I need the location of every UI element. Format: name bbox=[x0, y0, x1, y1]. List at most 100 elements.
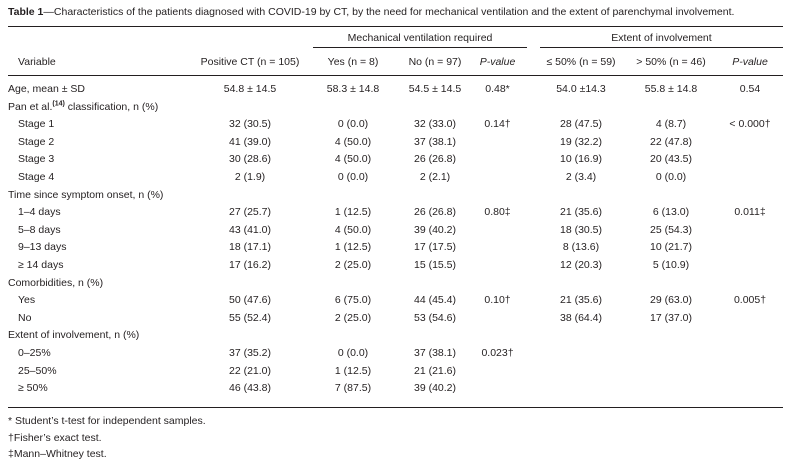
table-cell: 32 (30.5) bbox=[228, 118, 272, 131]
table-cell: 21 (35.6) bbox=[559, 206, 603, 219]
row-label-text: Stage 2 bbox=[18, 135, 55, 148]
table-cell: 4 (50.0) bbox=[334, 153, 372, 166]
row-label-text: Time since symptom onset, n (%) bbox=[8, 188, 164, 201]
table-cell: 46 (43.8) bbox=[228, 382, 272, 395]
table-cell: 4 (50.0) bbox=[334, 135, 372, 148]
table-cell: 54.5 ± 14.5 bbox=[408, 83, 462, 95]
table-cell: 22 (21.0) bbox=[228, 364, 272, 377]
table-cell: 0.54 bbox=[739, 83, 761, 95]
table-cell: 0 (0.0) bbox=[337, 118, 369, 131]
table-cell: 25 (54.3) bbox=[649, 223, 693, 236]
table-cell: 37 (38.1) bbox=[413, 135, 457, 148]
table-cell: 50 (47.6) bbox=[228, 294, 272, 307]
row-label-text: 25–50% bbox=[18, 364, 57, 377]
table-cell: 17 (17.5) bbox=[413, 241, 457, 254]
row-label: Time since symptom onset, n (%) bbox=[8, 189, 163, 201]
table-cell: 2 (3.4) bbox=[565, 171, 597, 183]
table-cell: 1 (12.5) bbox=[334, 206, 372, 219]
row-label-text: Stage 3 bbox=[18, 153, 55, 166]
table-cell: 54.8 ± 14.5 bbox=[223, 83, 277, 95]
table-cell: 21 (35.6) bbox=[559, 294, 603, 307]
table-cell: 37 (38.1) bbox=[413, 347, 457, 359]
column-header: ≤ 50% (n = 59) bbox=[546, 56, 616, 68]
table-cell: 44 (45.4) bbox=[413, 294, 457, 307]
group-header-mechanical-ventilation: Mechanical ventilation required bbox=[347, 32, 493, 44]
table-cell: 32 (33.0) bbox=[413, 118, 457, 131]
table-cell: 2 (2.1) bbox=[419, 171, 451, 183]
table-cell: 4 (8.7) bbox=[655, 118, 687, 131]
row-label-text: ≥ 50% bbox=[18, 382, 48, 395]
column-header: Variable bbox=[18, 56, 56, 68]
table-cell: 55.8 ± 14.8 bbox=[644, 83, 698, 95]
table-cell: 10 (16.9) bbox=[559, 153, 603, 166]
table-cell: 0.005† bbox=[733, 294, 767, 307]
row-label-text: ≥ 14 days bbox=[18, 259, 64, 271]
table-cell: 10 (21.7) bbox=[649, 241, 693, 254]
table-cell: 39 (40.2) bbox=[413, 382, 457, 395]
table-cell: 21 (21.6) bbox=[413, 364, 457, 377]
row-label-text: Age, mean ± SD bbox=[8, 83, 85, 95]
table-cell: 54.0 ±14.3 bbox=[556, 83, 606, 95]
row-label: 1–4 days bbox=[18, 206, 61, 218]
table-cell: 0 (0.0) bbox=[337, 171, 369, 183]
table-cell: 18 (30.5) bbox=[559, 223, 603, 236]
footnote: * Student’s t-test for independent sampl… bbox=[8, 415, 206, 427]
table-cell: 30 (28.6) bbox=[228, 153, 272, 166]
table-cell: 0.023† bbox=[481, 347, 514, 359]
row-label: Comorbidities, n (%) bbox=[8, 277, 103, 289]
table-cell: 0.48* bbox=[485, 83, 510, 95]
row-label-text: Comorbidities, n (%) bbox=[8, 276, 104, 289]
row-label-text: Stage 4 bbox=[18, 171, 55, 183]
table-cell: 2 (25.0) bbox=[334, 311, 372, 324]
table-cell: 8 (13.6) bbox=[562, 241, 600, 254]
row-label: Age, mean ± SD bbox=[8, 83, 85, 95]
row-label: 9–13 days bbox=[18, 241, 66, 253]
row-label: 0–25% bbox=[18, 347, 51, 359]
table-cell: 6 (75.0) bbox=[334, 294, 372, 307]
row-label: 5–8 days bbox=[18, 224, 61, 236]
table-cell: 38 (64.4) bbox=[559, 311, 603, 324]
row-label: Stage 1 bbox=[18, 118, 54, 130]
footnote: †Fisher’s exact test. bbox=[8, 431, 102, 444]
group-rule-extent bbox=[540, 47, 783, 48]
table-cell: 20 (43.5) bbox=[649, 153, 693, 166]
row-label: Stage 2 bbox=[18, 136, 54, 148]
table-caption: Table 1—Characteristics of the patients … bbox=[8, 6, 734, 18]
table-cell: 2 (1.9) bbox=[234, 171, 266, 183]
table-cell: 22 (47.8) bbox=[649, 135, 693, 148]
table-cell: 58.3 ± 14.8 bbox=[326, 83, 380, 95]
table-cell: 0.80‡ bbox=[484, 206, 511, 219]
table-cell: 5 (10.9) bbox=[652, 259, 690, 271]
column-header: > 50% (n = 46) bbox=[636, 56, 706, 68]
row-label-text: 5–8 days bbox=[18, 223, 61, 236]
table-cell: 0.10† bbox=[484, 294, 511, 307]
table-cell: 12 (20.3) bbox=[559, 259, 603, 271]
table-cell: 39 (40.2) bbox=[413, 223, 457, 236]
row-label-text: No bbox=[18, 311, 32, 324]
table-cell: 55 (52.4) bbox=[228, 311, 272, 324]
group-header-extent: Extent of involvement bbox=[611, 32, 712, 44]
table-cell: 2 (25.0) bbox=[334, 259, 372, 271]
row-label-text: 1–4 days bbox=[18, 206, 61, 219]
header-rule bbox=[8, 75, 783, 76]
table-cell: 41 (39.0) bbox=[228, 135, 272, 148]
column-header: P-value bbox=[479, 56, 516, 68]
row-label-text: Stage 1 bbox=[18, 118, 55, 131]
row-label-rest: classification, n (%) bbox=[64, 100, 159, 113]
row-label: Stage 3 bbox=[18, 153, 54, 165]
table-cell: 0 (0.0) bbox=[337, 347, 369, 359]
group-rule-mechanical-ventilation bbox=[313, 47, 527, 48]
column-header: Yes (n = 8) bbox=[327, 56, 379, 68]
table-cell: 1 (12.5) bbox=[334, 364, 372, 377]
table-cell: 7 (87.5) bbox=[334, 382, 372, 395]
table-cell: 19 (32.2) bbox=[559, 135, 603, 148]
row-label-text: Yes bbox=[18, 294, 36, 307]
table-caption-label: Table 1 bbox=[8, 6, 44, 18]
table-caption-text: —Characteristics of the patients diagnos… bbox=[43, 6, 735, 18]
table-cell: 37 (35.2) bbox=[228, 347, 272, 359]
row-label: Stage 4 bbox=[18, 171, 54, 183]
table-cell: 18 (17.1) bbox=[228, 241, 272, 254]
table-cell: 17 (37.0) bbox=[649, 311, 693, 324]
row-label: Extent of involvement, n (%) bbox=[8, 329, 139, 341]
citation-superscript: (14) bbox=[52, 100, 65, 108]
